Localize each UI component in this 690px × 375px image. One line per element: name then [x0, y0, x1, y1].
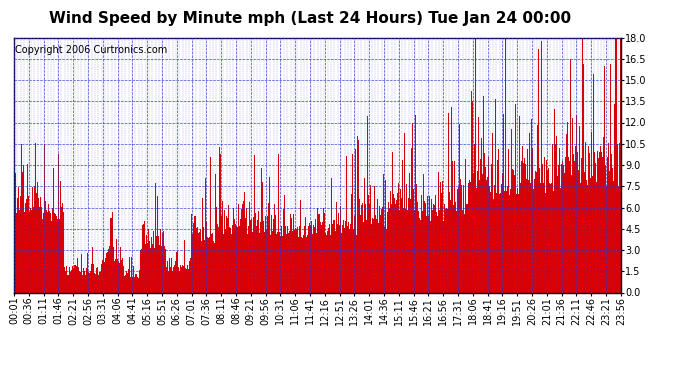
Text: Wind Speed by Minute mph (Last 24 Hours) Tue Jan 24 00:00: Wind Speed by Minute mph (Last 24 Hours)… — [50, 11, 571, 26]
Text: Copyright 2006 Curtronics.com: Copyright 2006 Curtronics.com — [15, 45, 167, 55]
